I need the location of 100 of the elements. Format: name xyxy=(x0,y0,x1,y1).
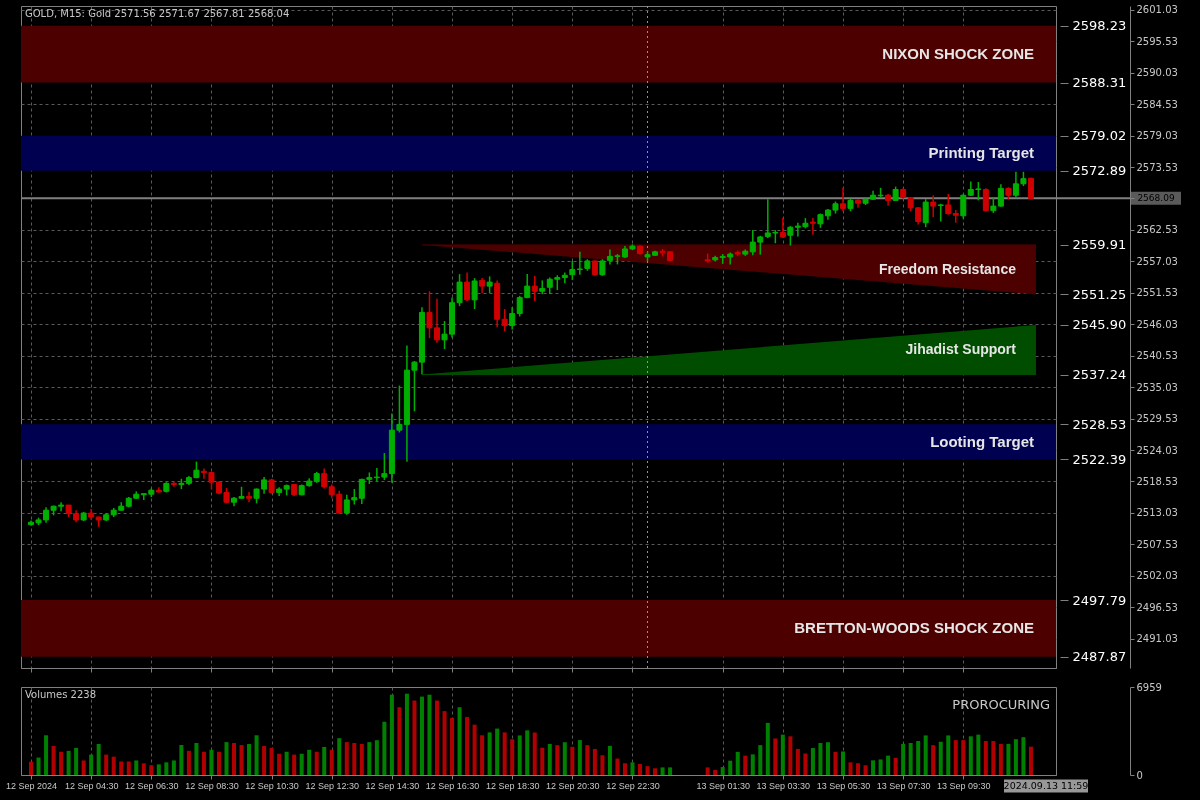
y-tick-label: 2535.03 xyxy=(1136,381,1178,393)
y2-tick-label: 2522.39 xyxy=(1072,451,1127,467)
bar xyxy=(404,693,409,775)
y-tick-label: 2595.53 xyxy=(1136,35,1178,47)
bar xyxy=(638,764,642,775)
bar xyxy=(780,734,785,775)
bar xyxy=(735,751,740,775)
bar xyxy=(51,745,56,775)
y-tick-label: 2546.03 xyxy=(1136,318,1178,330)
y-tick-label: 2518.53 xyxy=(1136,475,1178,487)
y-tick-label: 2502.03 xyxy=(1136,570,1178,582)
y2-tick-label: 2545.90 xyxy=(1072,317,1127,333)
bar xyxy=(525,730,530,775)
candlestick xyxy=(464,271,471,302)
y-tick-label: 2590.03 xyxy=(1136,67,1178,79)
x-tick-label: 12 Sep 10:30 xyxy=(245,780,299,791)
bar xyxy=(149,765,154,775)
y-tick-label: 2573.53 xyxy=(1136,161,1178,173)
bar xyxy=(337,738,342,775)
candlestick xyxy=(531,275,538,302)
y-tick-label: 2551.53 xyxy=(1136,287,1178,299)
bar xyxy=(668,767,673,775)
bar xyxy=(615,758,620,775)
candlestick xyxy=(321,467,328,490)
bar xyxy=(104,754,109,775)
bar xyxy=(329,749,334,775)
y2-tick-label: 2572.89 xyxy=(1072,163,1127,179)
candlestick xyxy=(509,306,516,331)
bar xyxy=(976,734,981,775)
bar xyxy=(344,742,349,775)
bar xyxy=(382,721,387,775)
bar xyxy=(314,751,319,775)
bar xyxy=(194,743,199,775)
y-tick-label: 2557.03 xyxy=(1136,255,1178,267)
x-tick-label: 12 Sep 04:30 xyxy=(64,780,119,791)
y2-tick-label: 2497.79 xyxy=(1072,592,1127,608)
bar xyxy=(96,744,101,775)
bar xyxy=(773,738,778,775)
bar xyxy=(570,746,575,775)
bar xyxy=(630,762,635,775)
candlestick xyxy=(952,209,959,224)
bar xyxy=(307,749,312,775)
bar xyxy=(720,767,725,775)
x-tick-label: 13 Sep 05:30 xyxy=(816,780,871,791)
series-label: Jihadist Support xyxy=(905,340,1017,357)
bar xyxy=(991,740,996,775)
bar xyxy=(765,722,770,775)
bar xyxy=(269,747,274,775)
bar xyxy=(840,751,845,775)
chart-title: Volumes 2238 xyxy=(25,689,97,700)
band-label: Printing Target xyxy=(928,144,1034,162)
x-tick-label: 12 Sep 20:30 xyxy=(546,780,600,791)
bar xyxy=(66,750,71,775)
bar xyxy=(1021,737,1026,775)
bar xyxy=(750,754,755,775)
y-tick-label: 0 xyxy=(1136,769,1143,781)
bar xyxy=(547,743,552,775)
bar xyxy=(322,746,327,775)
bar xyxy=(232,743,237,775)
bar xyxy=(818,743,823,775)
bar xyxy=(472,724,477,775)
y-tick-label: 2507.53 xyxy=(1136,538,1178,550)
bar xyxy=(968,736,973,775)
bar xyxy=(427,694,432,775)
y-tick-label: 2562.53 xyxy=(1136,224,1178,236)
bar xyxy=(833,751,838,775)
y-tick-label: 2513.03 xyxy=(1136,507,1178,519)
bar xyxy=(803,753,808,775)
bar xyxy=(1013,739,1018,775)
bar xyxy=(923,735,928,775)
bar xyxy=(179,745,184,775)
bar xyxy=(389,694,394,775)
x-tick-label: 13 Sep 03:30 xyxy=(756,780,811,791)
y2-tick-label: 2598.23 xyxy=(1072,18,1127,34)
bar xyxy=(126,761,131,775)
y-tick-label: 2491.03 xyxy=(1136,633,1178,645)
candlestick xyxy=(809,217,816,236)
bar xyxy=(901,743,906,775)
y2-tick-label: 2551.25 xyxy=(1072,286,1127,302)
bar xyxy=(216,751,221,775)
x-tick-label: 12 Sep 08:30 xyxy=(185,780,239,791)
y-tick-label: 2496.53 xyxy=(1136,601,1178,613)
bar xyxy=(983,740,988,775)
bar xyxy=(186,750,191,775)
y-tick-label: 2540.53 xyxy=(1136,350,1178,362)
bar xyxy=(653,768,658,775)
bar xyxy=(299,753,304,775)
bar xyxy=(457,707,462,775)
y2-tick-label: 2487.87 xyxy=(1072,649,1127,665)
candlestick xyxy=(246,491,253,503)
y2-tick-label: 2528.53 xyxy=(1072,416,1127,432)
bar xyxy=(141,763,146,775)
bar xyxy=(284,751,289,775)
bar xyxy=(1006,743,1011,775)
bar xyxy=(961,740,966,775)
bar xyxy=(946,735,951,775)
bar xyxy=(645,766,650,775)
x-tick-label: 13 Sep 01:30 xyxy=(696,780,750,791)
candlestick xyxy=(922,198,929,228)
bar xyxy=(788,736,793,775)
